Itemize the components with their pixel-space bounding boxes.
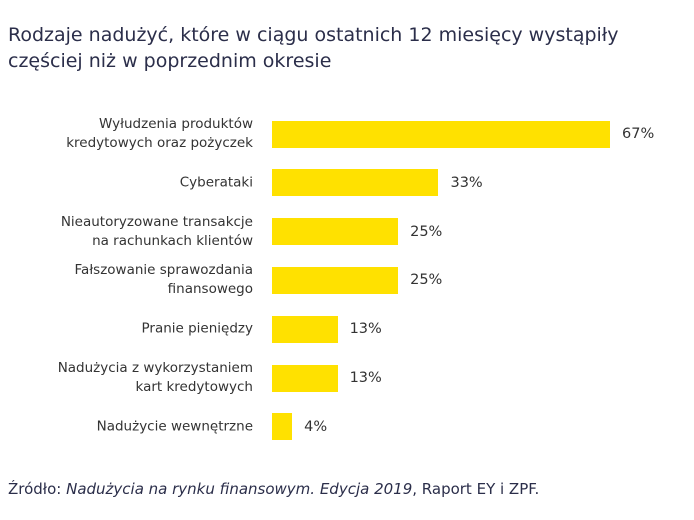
source-suffix: , Raport EY i ZPF. <box>412 480 540 498</box>
source-prefix: Źródło: <box>8 480 62 498</box>
category-label: Cyberataki <box>179 174 253 191</box>
value-label: 13% <box>349 321 382 338</box>
bar <box>272 218 399 246</box>
value-label: 67% <box>622 126 655 142</box>
bar <box>272 364 338 392</box>
value-label: 4% <box>304 418 328 435</box>
category-label: Pranie pieniędzy <box>141 320 253 337</box>
category-label: Fałszowanie sprawozdania finansowego <box>74 262 253 298</box>
source-title: Nadużycia na rynku finansowym. Edycja 20… <box>66 480 413 498</box>
chart-title: Rodzaje nadużyć, które w ciągu ostatnich… <box>8 24 619 72</box>
category-label: Nieautoryzowane transakcje na rachunkach… <box>60 213 253 249</box>
source: Źródło: Nadużycia na rynku finansowym. E… <box>8 480 539 498</box>
bar <box>272 120 610 148</box>
bar <box>272 266 399 294</box>
value-label: 25% <box>410 223 443 240</box>
bar <box>272 413 293 441</box>
value-label: 25% <box>410 272 443 289</box>
value-label: 13% <box>349 370 382 386</box>
bar <box>272 169 439 197</box>
category-label: Nadużycia z wykorzystaniem kart kredytow… <box>57 360 253 395</box>
value-label: 33% <box>450 174 483 191</box>
category-label: Wyłudzenia produktów kredytowych oraz po… <box>66 116 253 151</box>
bar <box>272 315 338 343</box>
category-label: Nadużycie wewnętrzne <box>96 418 253 435</box>
